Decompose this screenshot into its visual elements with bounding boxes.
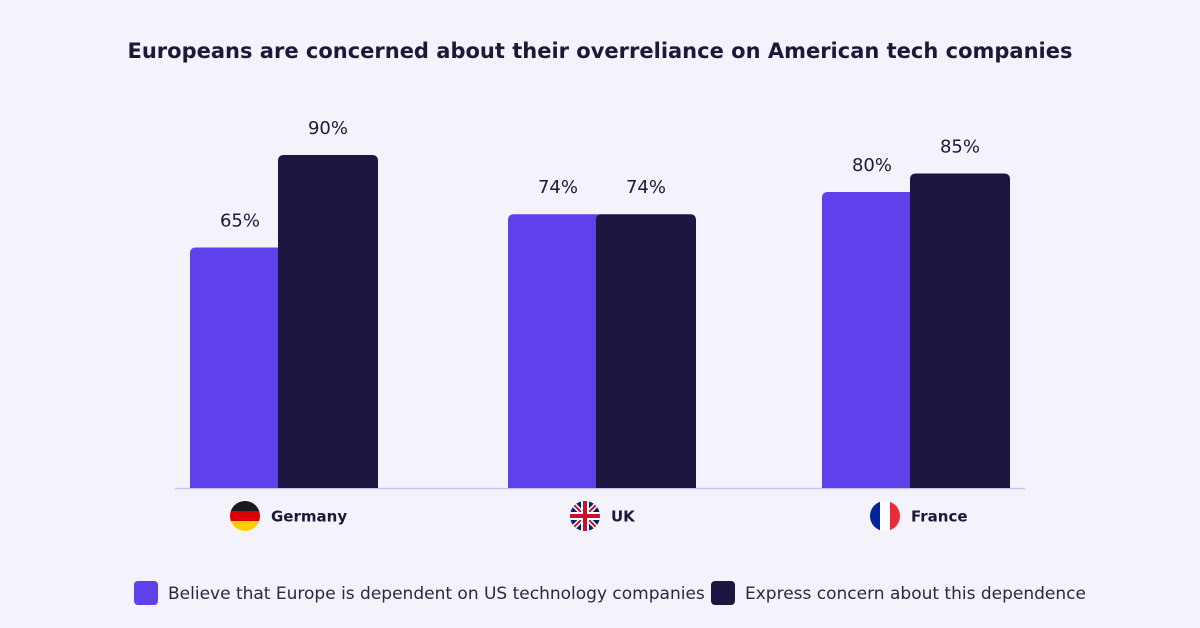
legend-swatch [711,581,735,605]
value-label: 80% [852,155,892,176]
bar [190,247,290,488]
flag-france [870,501,900,531]
legend-label: Express concern about this dependence [745,584,1086,604]
category-label: Germany [271,508,347,526]
category-label: France [911,508,968,526]
bar [278,155,378,488]
value-label: 90% [308,118,348,139]
legend-swatch [134,581,158,605]
legend: Believe that Europe is dependent on US t… [134,581,1086,605]
value-label: 74% [538,177,578,198]
flag-germany [230,501,260,531]
category-label: UK [611,508,636,526]
value-label: 85% [940,137,980,158]
bar [822,192,922,488]
bar [910,173,1010,488]
value-label: 74% [626,177,666,198]
chart-title: Europeans are concerned about their over… [128,39,1073,63]
flag-uk [570,501,600,531]
legend-label: Believe that Europe is dependent on US t… [168,584,705,604]
value-label: 65% [220,211,260,232]
bar [508,214,608,488]
bar [596,214,696,488]
